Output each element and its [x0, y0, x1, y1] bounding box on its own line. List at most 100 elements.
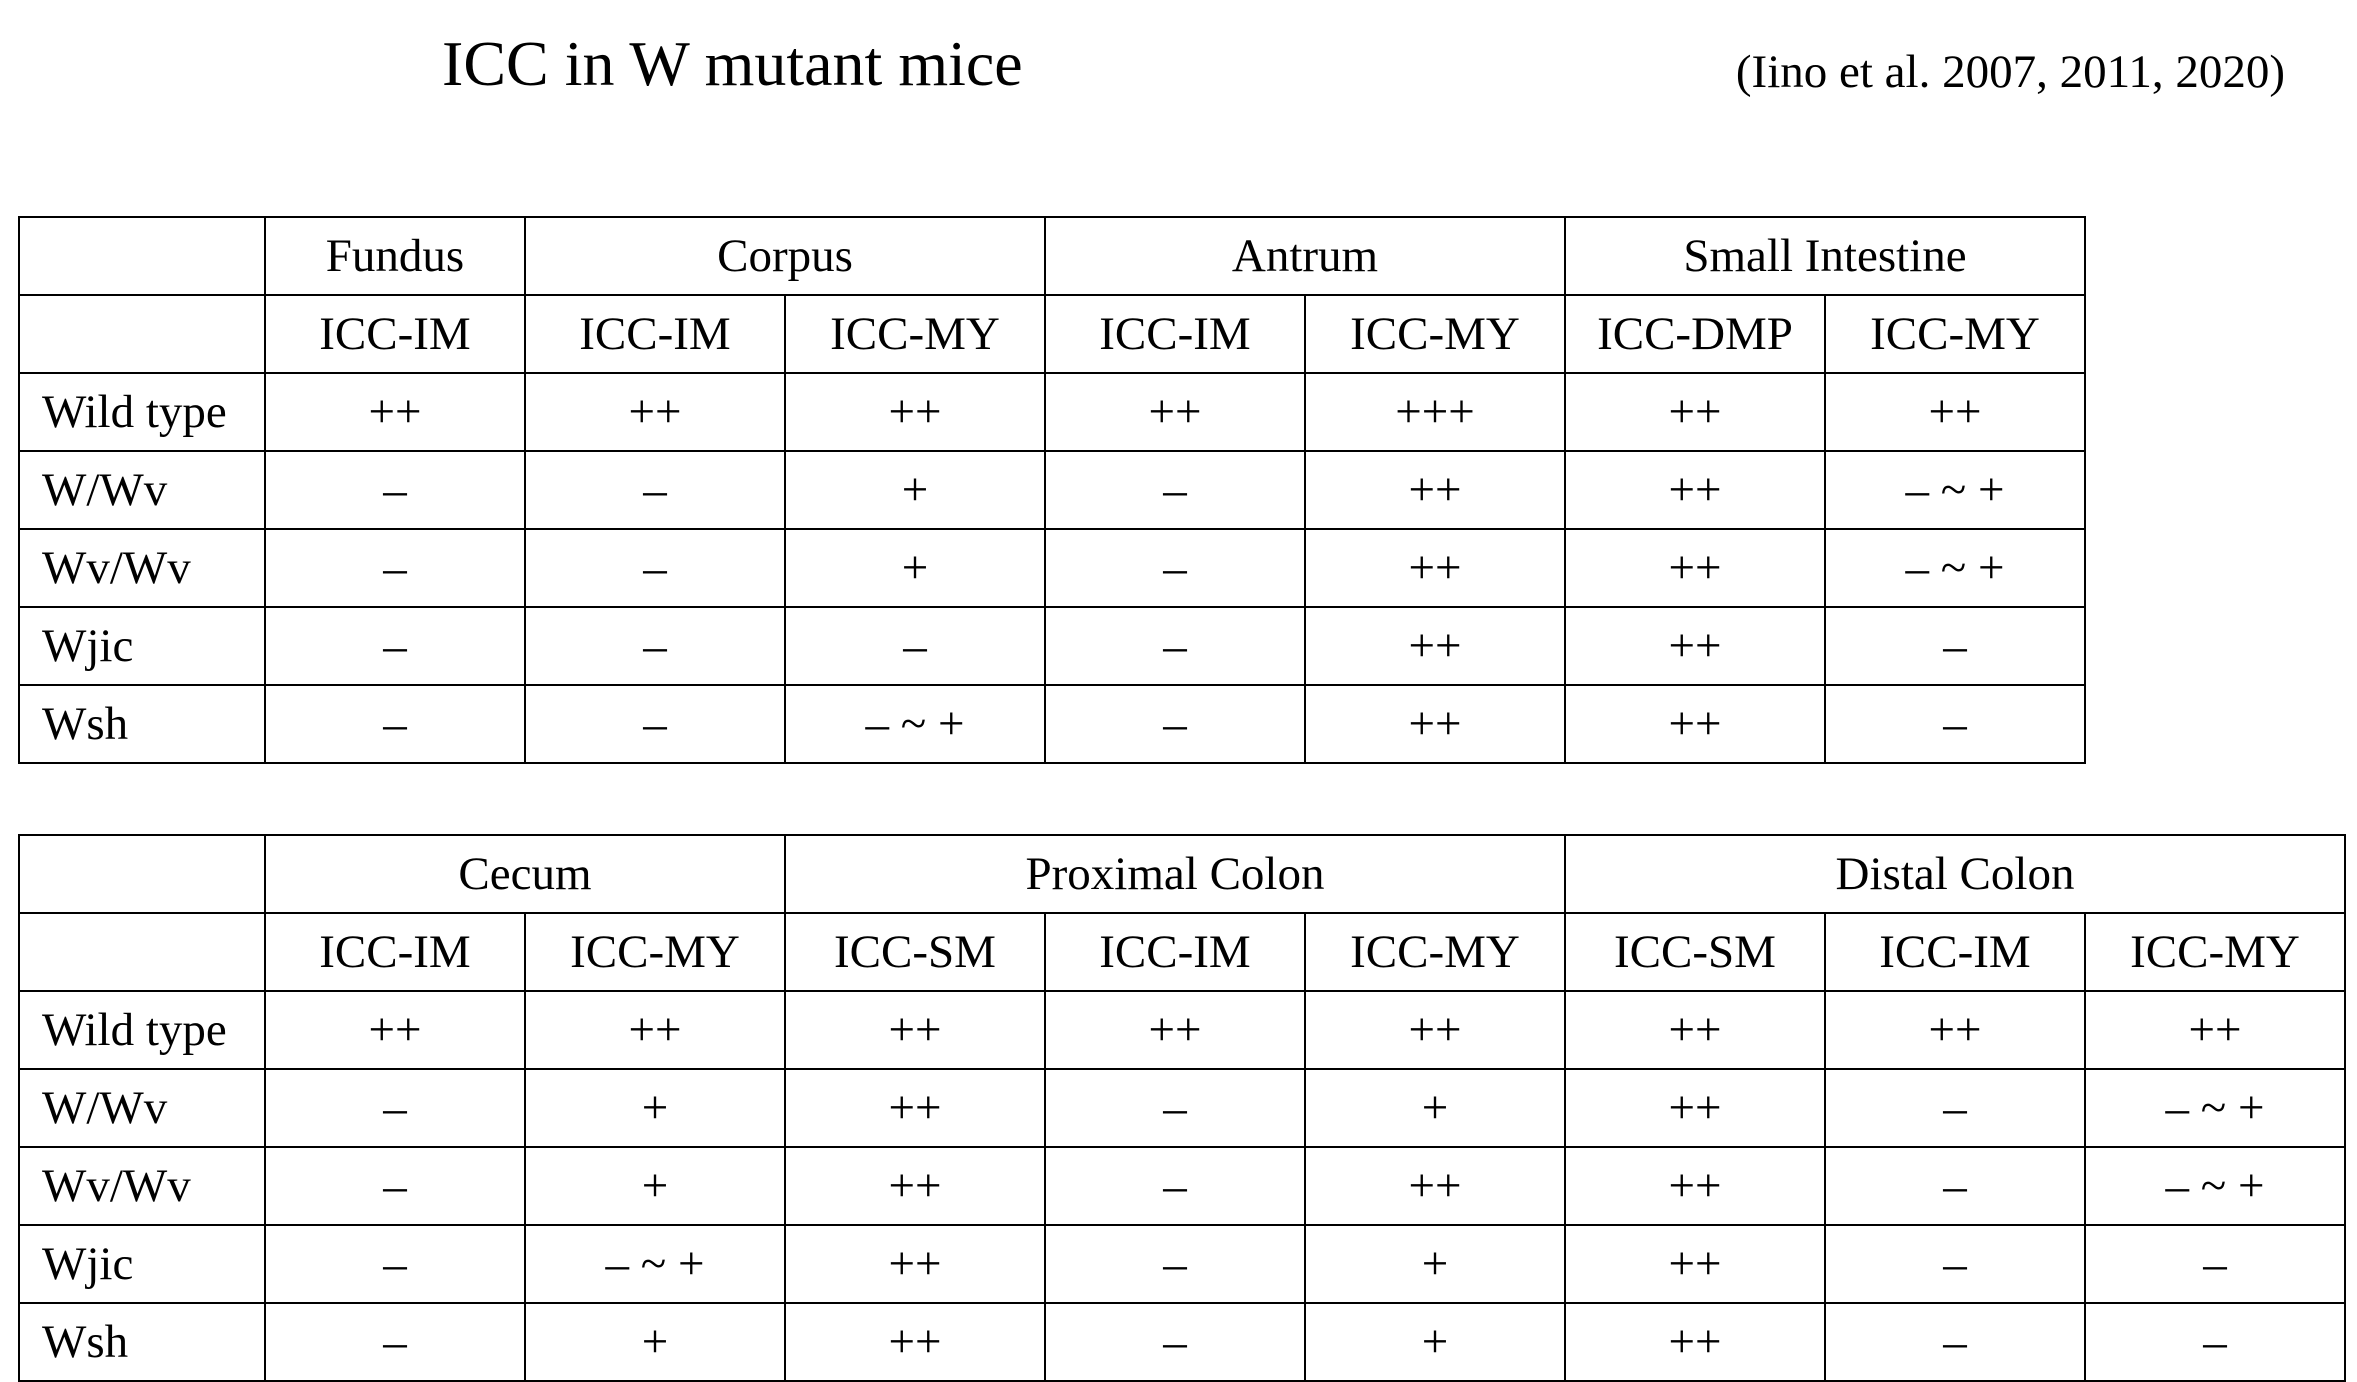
expression-cell: ++: [264, 990, 526, 1070]
cell-type-header: ICC-SM: [1564, 912, 1826, 992]
expression-cell: –: [1824, 684, 2086, 764]
cell-type-header: ICC-MY: [784, 294, 1046, 374]
expression-cell: ++: [1304, 606, 1566, 686]
table-row: Wild type ++ ++ ++ ++ +++ ++ ++: [18, 372, 2086, 452]
expression-cell: ++: [1564, 528, 1826, 608]
corner-cell: [18, 834, 266, 914]
corner-cell: [18, 294, 266, 374]
expression-cell: +: [1304, 1224, 1566, 1304]
expression-cell: ++: [784, 1224, 1046, 1304]
expression-cell: – ~ +: [1824, 528, 2086, 608]
expression-cell: –: [1824, 606, 2086, 686]
cell-type-header: ICC-MY: [1304, 912, 1566, 992]
table-row: Wjic – – ~ + ++ – + ++ – –: [18, 1224, 2346, 1304]
genotype-label: Wsh: [18, 684, 266, 764]
expression-cell: –: [524, 606, 786, 686]
expression-cell: ++: [1824, 372, 2086, 452]
expression-cell: ++: [1564, 684, 1826, 764]
region-header: Cecum: [264, 834, 786, 914]
expression-cell: –: [784, 606, 1046, 686]
expression-cell: –: [1044, 1146, 1306, 1226]
expression-cell: ++: [1304, 1146, 1566, 1226]
expression-cell: – ~ +: [2084, 1146, 2346, 1226]
cell-type-header: ICC-IM: [1824, 912, 2086, 992]
genotype-label: Wv/Wv: [18, 528, 266, 608]
table-row: W/Wv – + ++ – + ++ – – ~ +: [18, 1068, 2346, 1148]
expression-cell: –: [1044, 1068, 1306, 1148]
cell-type-header: ICC-MY: [1304, 294, 1566, 374]
expression-cell: ++: [784, 1302, 1046, 1382]
table-row: Wsh – – – ~ + – ++ ++ –: [18, 684, 2086, 764]
expression-cell: –: [524, 528, 786, 608]
expression-cell: ++: [1564, 372, 1826, 452]
region-header: Fundus: [264, 216, 526, 296]
expression-cell: ++: [1564, 450, 1826, 530]
region-header: Corpus: [524, 216, 1046, 296]
table-row: W/Wv – – + – ++ ++ – ~ +: [18, 450, 2086, 530]
expression-cell: ++: [524, 990, 786, 1070]
icc-table-upper-gi: Fundus Corpus Antrum Small Intestine ICC-IM I…: [18, 216, 2086, 764]
expression-cell: –: [1824, 1302, 2086, 1382]
table-row: Wild type ++ ++ ++ ++ ++ ++ ++ ++: [18, 990, 2346, 1070]
genotype-label: Wjic: [18, 606, 266, 686]
expression-cell: –: [1824, 1068, 2086, 1148]
expression-cell: +: [1304, 1302, 1566, 1382]
corner-cell: [18, 912, 266, 992]
expression-cell: –: [1824, 1146, 2086, 1226]
genotype-label: W/Wv: [18, 450, 266, 530]
genotype-label: Wsh: [18, 1302, 266, 1382]
region-header-row: Fundus Corpus Antrum Small Intestine: [18, 216, 2086, 296]
expression-cell: ++: [524, 372, 786, 452]
expression-cell: –: [1044, 1224, 1306, 1304]
expression-cell: –: [524, 450, 786, 530]
cell-type-header: ICC-IM: [524, 294, 786, 374]
expression-cell: +: [524, 1302, 786, 1382]
genotype-label: W/Wv: [18, 1068, 266, 1148]
table-row: Wsh – + ++ – + ++ – –: [18, 1302, 2346, 1382]
expression-cell: – ~ +: [784, 684, 1046, 764]
expression-cell: +: [1304, 1068, 1566, 1148]
expression-cell: –: [1044, 684, 1306, 764]
genotype-label: Wild type: [18, 990, 266, 1070]
cell-type-header: ICC-IM: [1044, 912, 1306, 992]
expression-cell: –: [2084, 1302, 2346, 1382]
expression-cell: – ~ +: [1824, 450, 2086, 530]
expression-cell: – ~ +: [524, 1224, 786, 1304]
expression-cell: ++: [784, 990, 1046, 1070]
expression-cell: ++: [784, 372, 1046, 452]
expression-cell: ++: [784, 1068, 1046, 1148]
genotype-label: Wjic: [18, 1224, 266, 1304]
cell-type-header: ICC-MY: [524, 912, 786, 992]
expression-cell: –: [1044, 450, 1306, 530]
expression-cell: ++: [1564, 1068, 1826, 1148]
expression-cell: ++: [1824, 990, 2086, 1070]
expression-cell: ++: [1304, 528, 1566, 608]
region-header: Small Intestine: [1564, 216, 2086, 296]
cell-type-header: ICC-DMP: [1564, 294, 1826, 374]
table-row: Wv/Wv – + ++ – ++ ++ – – ~ +: [18, 1146, 2346, 1226]
expression-cell: –: [264, 684, 526, 764]
expression-cell: +: [524, 1068, 786, 1148]
expression-cell: –: [1044, 1302, 1306, 1382]
expression-cell: ++: [1304, 990, 1566, 1070]
expression-cell: ++: [784, 1146, 1046, 1226]
cell-type-header: ICC-IM: [264, 912, 526, 992]
corner-cell: [18, 216, 266, 296]
region-header: Antrum: [1044, 216, 1566, 296]
expression-cell: ++: [1304, 450, 1566, 530]
expression-cell: ++: [1304, 684, 1566, 764]
cell-type-header: ICC-MY: [2084, 912, 2346, 992]
region-header-row: Cecum Proximal Colon Distal Colon: [18, 834, 2346, 914]
table-row: Wjic – – – – ++ ++ –: [18, 606, 2086, 686]
genotype-label: Wv/Wv: [18, 1146, 266, 1226]
cell-type-header-row: ICC-IM ICC-MY ICC-SM ICC-IM ICC-MY ICC-SM ICC-…: [18, 912, 2346, 992]
expression-cell: ++: [1044, 990, 1306, 1070]
genotype-label: Wild type: [18, 372, 266, 452]
expression-cell: – ~ +: [2084, 1068, 2346, 1148]
expression-cell: –: [264, 450, 526, 530]
table-row: Wv/Wv – – + – ++ ++ – ~ +: [18, 528, 2086, 608]
expression-cell: –: [264, 1224, 526, 1304]
expression-cell: –: [264, 606, 526, 686]
expression-cell: –: [264, 1302, 526, 1382]
expression-cell: –: [264, 1146, 526, 1226]
